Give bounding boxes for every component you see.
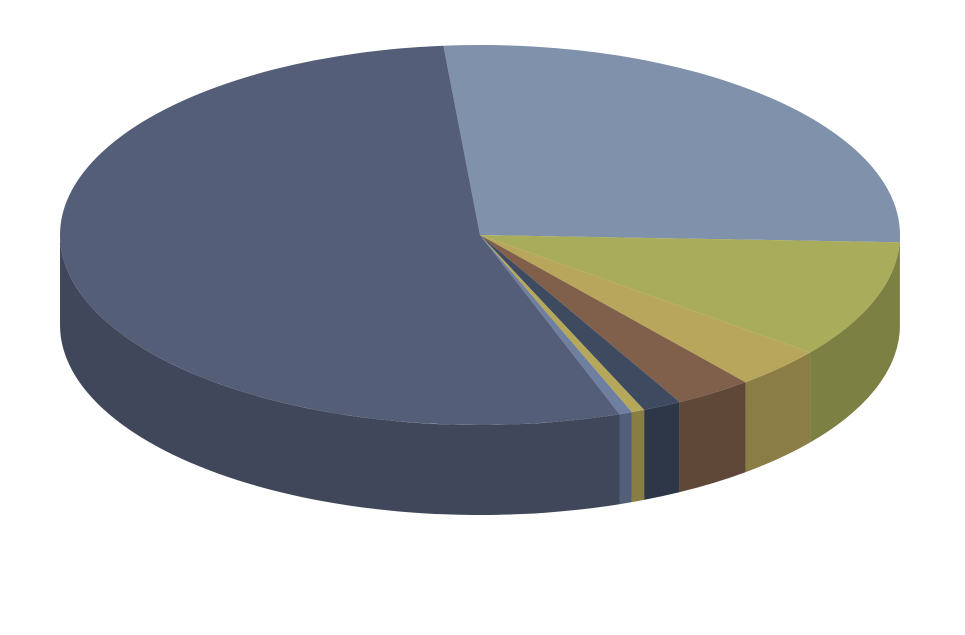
pie-chart-3d [0,0,965,635]
